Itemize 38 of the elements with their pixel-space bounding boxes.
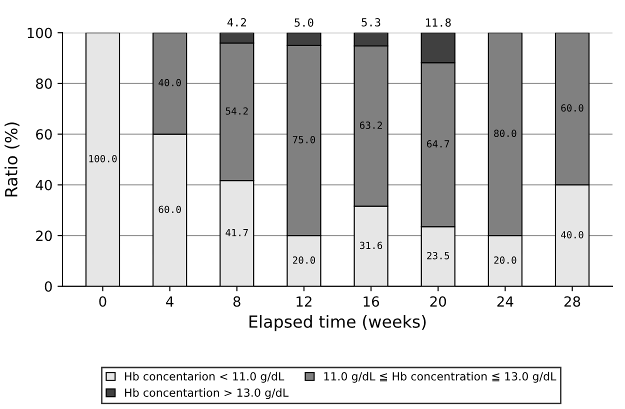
data-label: 4.2 — [227, 18, 246, 26]
data-label: 40.0 — [561, 231, 584, 238]
data-label: 80.0 — [494, 130, 516, 137]
x-tick-label: 8 — [233, 296, 240, 307]
data-label: 20.0 — [494, 256, 516, 264]
data-label: 23.5 — [427, 252, 450, 260]
y-tick-label: 100 — [28, 28, 52, 38]
x-axis-title: Elapsed time (weeks) — [250, 315, 426, 332]
x-tick-label: 20 — [430, 296, 446, 307]
data-label: 20.0 — [292, 256, 316, 264]
y-axis-title: Ratio (%) — [4, 122, 20, 196]
data-label: 11.8 — [426, 18, 451, 27]
data-label: 5.3 — [362, 18, 380, 27]
data-label: 63.2 — [360, 122, 382, 129]
legend-label: Hb concentartion > 13.0 g/dL — [125, 388, 289, 399]
x-tick-label: 4 — [166, 296, 174, 307]
x-tick-label: 28 — [564, 296, 580, 307]
data-label: 60.0 — [158, 206, 181, 214]
data-label: 40.0 — [158, 78, 181, 86]
y-tick-label: 40 — [36, 180, 52, 190]
y-tick-label: 20 — [36, 230, 52, 242]
data-label: 54.2 — [226, 107, 248, 115]
data-label: 60.0 — [561, 104, 584, 112]
y-tick-label: 0 — [44, 281, 52, 292]
x-tick-label: 24 — [497, 296, 514, 307]
data-label: 5.0 — [294, 18, 314, 27]
data-label: 41.7 — [226, 229, 248, 236]
x-tick-label: 16 — [364, 296, 379, 307]
legend-label: 11.0 g/dL ≦ Hb concentration ≦ 13.0 g/dL — [324, 372, 556, 383]
legend-label: Hb concentarion < 11.0 g/dL — [125, 372, 284, 383]
data-label: 31.6 — [360, 242, 382, 250]
y-tick-label: 60 — [36, 129, 52, 140]
data-label: 75.0 — [292, 136, 316, 144]
data-label: 100.0 — [89, 155, 117, 162]
y-tick-label: 80 — [36, 78, 52, 89]
x-tick-label: 12 — [296, 296, 312, 307]
data-label: 64.7 — [427, 140, 450, 148]
x-tick-label: 0 — [99, 296, 106, 307]
